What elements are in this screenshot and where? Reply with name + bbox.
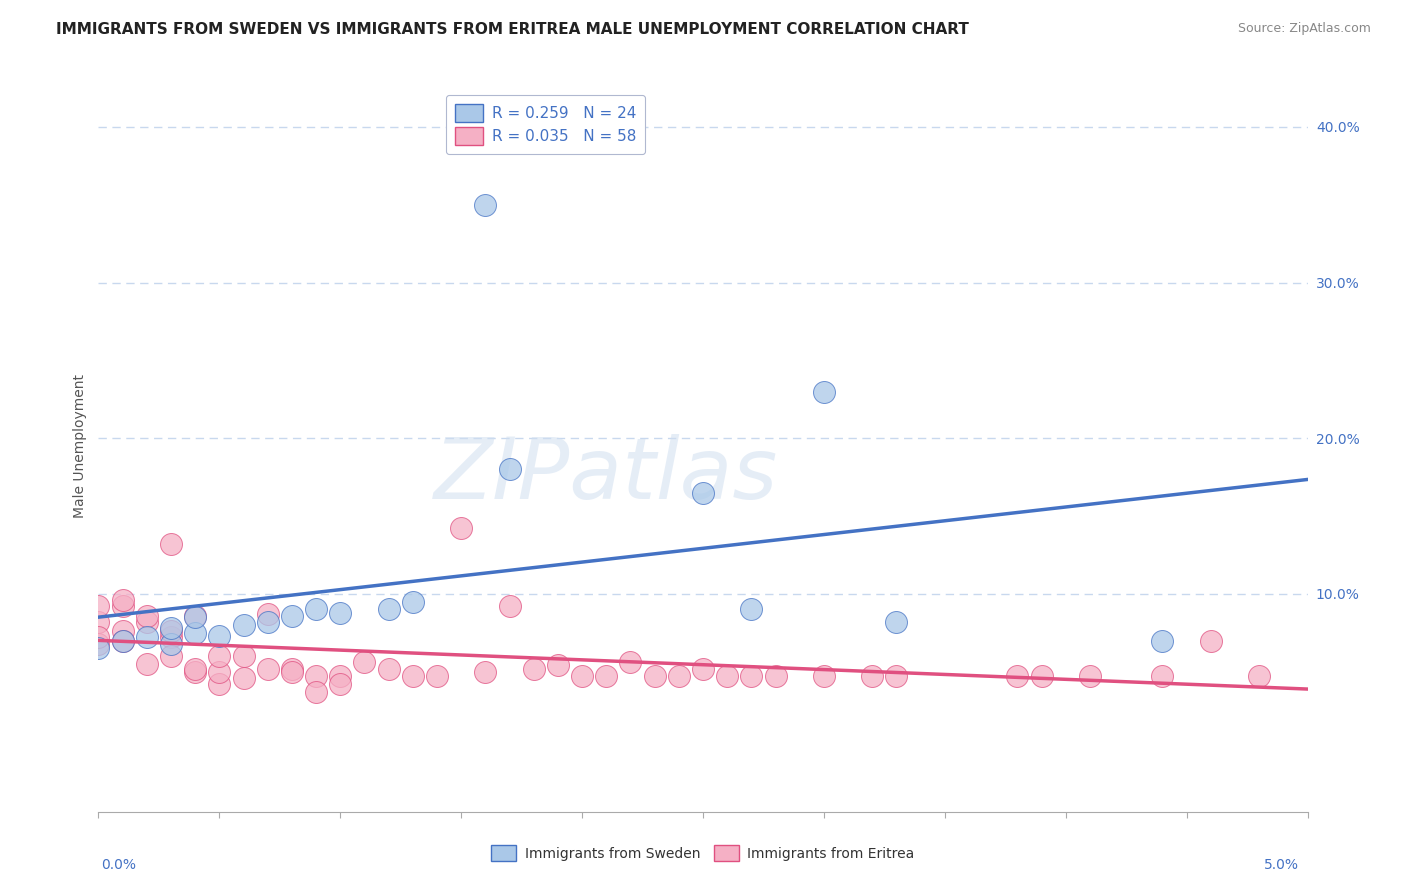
- Point: [813, 669, 835, 683]
- Point: [87, 641, 110, 656]
- Point: [111, 633, 134, 648]
- Point: [1152, 669, 1174, 683]
- Point: [813, 384, 835, 399]
- Point: [256, 661, 278, 675]
- Point: [402, 669, 425, 683]
- Point: [232, 671, 254, 685]
- Point: [281, 661, 304, 675]
- Point: [644, 669, 666, 683]
- Point: [1249, 669, 1271, 683]
- Point: [281, 665, 304, 679]
- Point: [402, 594, 425, 608]
- Point: [135, 608, 157, 623]
- Point: [184, 608, 207, 623]
- Point: [135, 631, 157, 645]
- Point: [886, 615, 908, 629]
- Point: [740, 602, 762, 616]
- Point: [208, 649, 231, 664]
- Point: [740, 669, 762, 683]
- Point: [160, 631, 183, 645]
- Point: [1199, 633, 1222, 648]
- Point: [860, 669, 883, 683]
- Point: [547, 658, 569, 673]
- Point: [498, 462, 520, 476]
- Point: [111, 599, 134, 614]
- Point: [329, 606, 352, 620]
- Point: [305, 602, 328, 616]
- Point: [1152, 633, 1174, 648]
- Point: [208, 677, 231, 691]
- Point: [232, 618, 254, 632]
- Point: [135, 615, 157, 629]
- Point: [692, 661, 714, 675]
- Point: [523, 661, 546, 675]
- Point: [184, 625, 207, 640]
- Point: [135, 657, 157, 671]
- Point: [160, 537, 183, 551]
- Point: [87, 637, 110, 651]
- Point: [208, 665, 231, 679]
- Point: [498, 599, 520, 614]
- Point: [716, 669, 738, 683]
- Point: [111, 593, 134, 607]
- Point: [595, 669, 617, 683]
- Point: [450, 521, 472, 535]
- Text: ZIPatlas: ZIPatlas: [434, 434, 779, 516]
- Point: [87, 631, 110, 645]
- Point: [256, 607, 278, 621]
- Point: [184, 665, 207, 679]
- Text: Source: ZipAtlas.com: Source: ZipAtlas.com: [1237, 22, 1371, 36]
- Point: [426, 669, 449, 683]
- Point: [160, 649, 183, 664]
- Point: [1031, 669, 1053, 683]
- Point: [111, 633, 134, 648]
- Point: [329, 669, 352, 683]
- Point: [692, 485, 714, 500]
- Point: [160, 624, 183, 639]
- Text: 0.0%: 0.0%: [101, 858, 136, 872]
- Point: [305, 685, 328, 699]
- Y-axis label: Male Unemployment: Male Unemployment: [73, 374, 87, 518]
- Point: [1078, 669, 1101, 683]
- Text: 5.0%: 5.0%: [1264, 858, 1299, 872]
- Point: [474, 665, 496, 679]
- Point: [1007, 669, 1029, 683]
- Point: [329, 677, 352, 691]
- Text: IMMIGRANTS FROM SWEDEN VS IMMIGRANTS FROM ERITREA MALE UNEMPLOYMENT CORRELATION : IMMIGRANTS FROM SWEDEN VS IMMIGRANTS FRO…: [56, 22, 969, 37]
- Point: [619, 656, 641, 670]
- Point: [160, 621, 183, 635]
- Point: [208, 629, 231, 643]
- Point: [160, 637, 183, 651]
- Point: [765, 669, 787, 683]
- Point: [474, 198, 496, 212]
- Point: [184, 661, 207, 675]
- Point: [184, 610, 207, 624]
- Legend: Immigrants from Sweden, Immigrants from Eritrea: Immigrants from Sweden, Immigrants from …: [486, 839, 920, 867]
- Point: [886, 669, 908, 683]
- Point: [668, 669, 690, 683]
- Point: [87, 615, 110, 629]
- Point: [571, 669, 593, 683]
- Point: [87, 599, 110, 614]
- Point: [377, 661, 399, 675]
- Point: [305, 669, 328, 683]
- Point: [353, 656, 375, 670]
- Point: [232, 649, 254, 664]
- Point: [377, 602, 399, 616]
- Point: [111, 624, 134, 639]
- Point: [281, 608, 304, 623]
- Point: [256, 615, 278, 629]
